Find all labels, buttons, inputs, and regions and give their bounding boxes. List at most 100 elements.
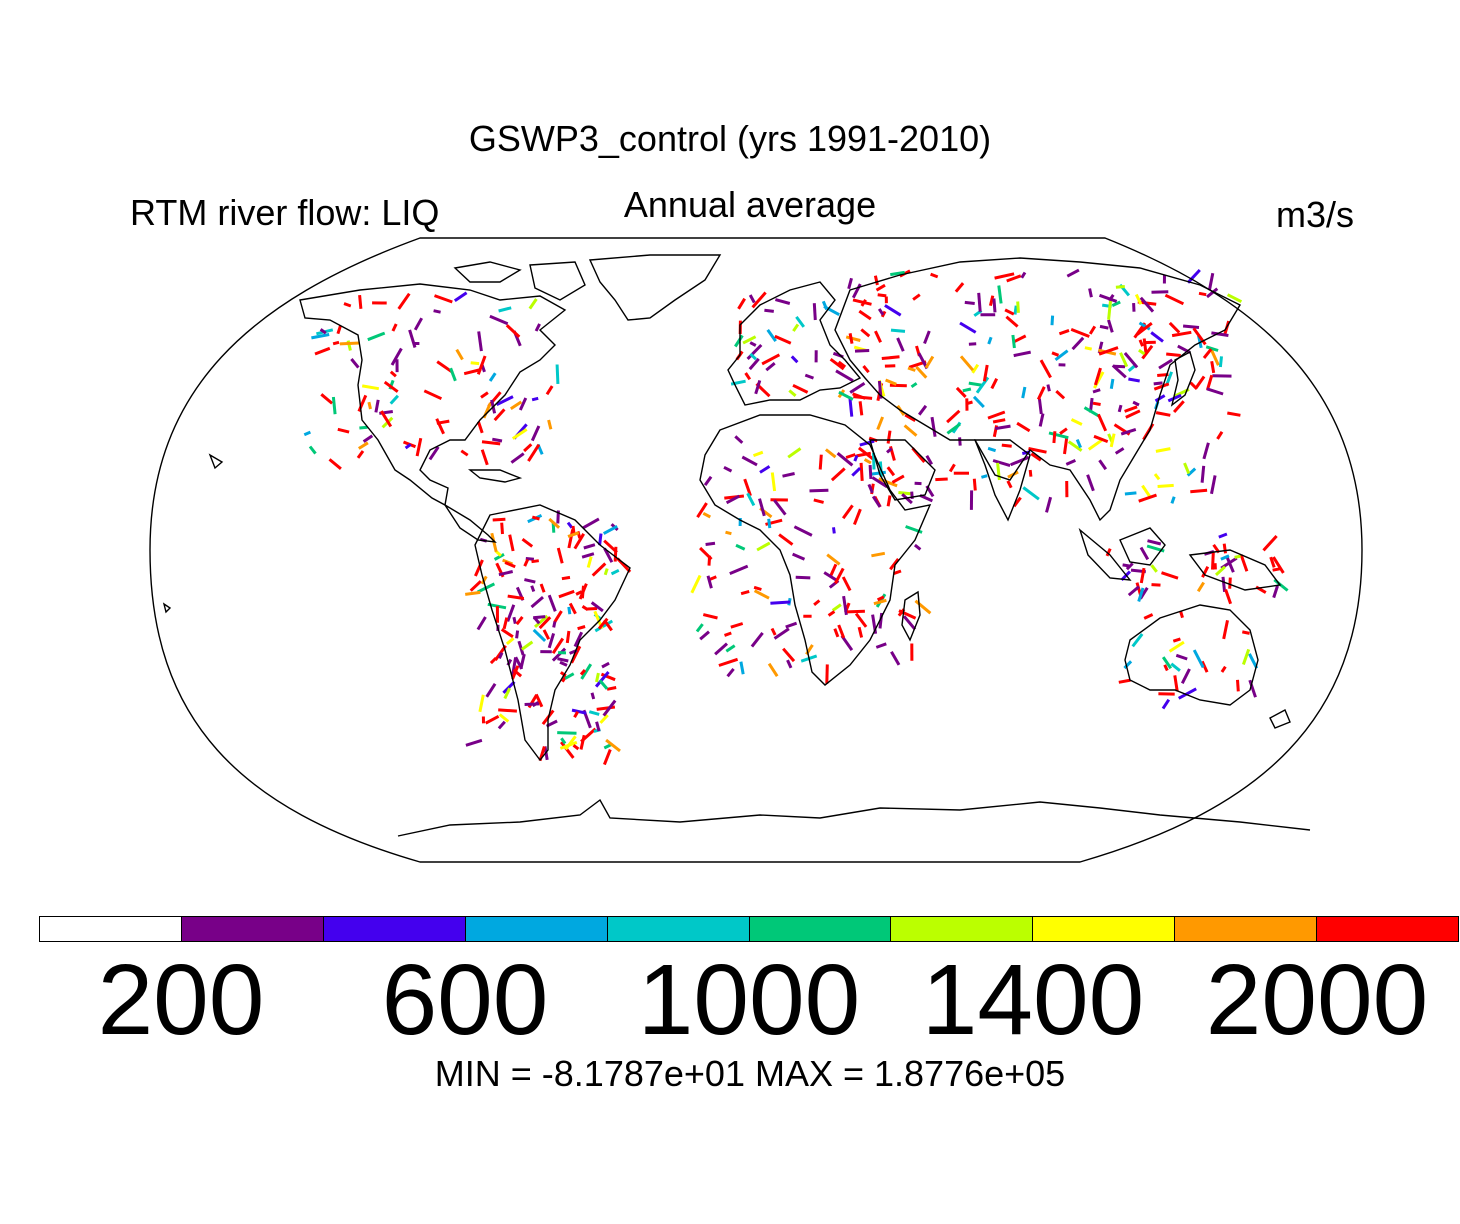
- river-segment: [703, 475, 713, 486]
- river-segment: [1111, 364, 1127, 379]
- river-segment: [1202, 442, 1210, 460]
- river-segment: [1141, 484, 1152, 499]
- river-segment: [1136, 322, 1153, 336]
- river-segment: [551, 637, 565, 655]
- river-segment: [1172, 637, 1181, 643]
- river-segment: [851, 467, 862, 477]
- river-segment: [795, 575, 811, 580]
- river-segment: [871, 495, 882, 508]
- river-segment: [303, 430, 311, 437]
- river-segment: [525, 557, 535, 561]
- river-segment: [954, 282, 965, 293]
- river-segment: [971, 363, 980, 374]
- river-segment: [930, 272, 939, 279]
- river-segment: [606, 686, 617, 691]
- river-segment: [846, 609, 865, 614]
- river-segment: [505, 637, 515, 646]
- river-segment: [948, 463, 956, 473]
- river-segment: [1207, 272, 1215, 291]
- river-segment: [977, 292, 982, 312]
- river-segment: [332, 340, 340, 346]
- river-segment: [404, 443, 412, 450]
- river-segment: [813, 599, 821, 606]
- river-segment: [1241, 630, 1250, 635]
- river-segment: [959, 355, 975, 372]
- river-segment: [770, 472, 777, 492]
- river-segment: [1125, 409, 1141, 419]
- river-segment: [923, 330, 931, 345]
- river-segment: [955, 386, 967, 398]
- river-segment: [774, 334, 792, 345]
- river-segment: [557, 731, 577, 735]
- river-segment: [1192, 327, 1207, 346]
- river-segment: [514, 656, 524, 670]
- river-segment: [498, 570, 514, 577]
- river-segment: [1161, 656, 1173, 670]
- river-segment: [590, 692, 596, 700]
- river-segment: [580, 585, 585, 599]
- river-segment: [818, 454, 823, 470]
- river-segment: [1093, 367, 1102, 386]
- river-segment: [840, 634, 854, 651]
- river-segment: [474, 559, 484, 577]
- river-segment: [718, 657, 739, 667]
- river-segment: [1020, 271, 1027, 279]
- river-segment: [311, 333, 330, 340]
- river-segment: [1138, 348, 1146, 356]
- river-segment: [1013, 350, 1032, 358]
- river-segment: [997, 285, 1003, 304]
- river-segment: [730, 379, 746, 386]
- river-segment: [792, 383, 809, 394]
- river-segment: [602, 699, 617, 717]
- river-segment: [1190, 488, 1208, 494]
- river-segment: [465, 738, 483, 747]
- river-segment: [946, 422, 961, 435]
- river-segment: [975, 376, 990, 394]
- river-segment: [603, 539, 618, 554]
- south-america-outline: [474, 504, 631, 762]
- asia-outline: [834, 257, 1241, 522]
- river-segment: [1142, 338, 1148, 354]
- river-segment: [893, 569, 902, 576]
- river-segment: [502, 617, 509, 630]
- river-segment: [533, 615, 546, 620]
- river-segment: [873, 275, 879, 286]
- river-segment: [788, 389, 797, 397]
- river-segment: [433, 294, 453, 304]
- river-segment: [935, 477, 948, 482]
- river-segment: [904, 413, 916, 423]
- river-segment: [1234, 554, 1241, 559]
- river-segment: [566, 521, 574, 529]
- river-segment: [1236, 679, 1240, 692]
- river-segment: [981, 474, 988, 479]
- river-segment: [567, 606, 572, 615]
- river-segment: [725, 530, 732, 536]
- river-segment: [596, 705, 616, 711]
- river-segment: [362, 434, 374, 443]
- river-segment: [877, 293, 887, 298]
- river-segment: [965, 400, 973, 406]
- central-america-outline: [444, 504, 497, 543]
- river-segment: [496, 395, 514, 407]
- river-segment: [849, 381, 866, 394]
- river-segment: [580, 727, 597, 743]
- river-segment: [1050, 315, 1055, 326]
- river-segment: [1097, 413, 1108, 432]
- river-segment: [1037, 398, 1043, 415]
- river-segment: [1045, 496, 1053, 513]
- river-segment: [469, 580, 482, 592]
- river-segment: [1138, 321, 1151, 331]
- river-segment: [702, 511, 712, 519]
- river-segment: [314, 346, 331, 356]
- river-segment: [476, 355, 487, 375]
- river-segment: [383, 380, 399, 393]
- river-segment: [601, 661, 610, 669]
- river-segment: [1046, 384, 1051, 392]
- river-segment: [1226, 293, 1243, 304]
- river-segment: [542, 629, 551, 640]
- river-segment: [786, 659, 793, 669]
- river-segment: [521, 537, 534, 548]
- river-segment: [726, 667, 735, 678]
- river-segment: [1086, 474, 1095, 492]
- river-segment: [1099, 324, 1109, 330]
